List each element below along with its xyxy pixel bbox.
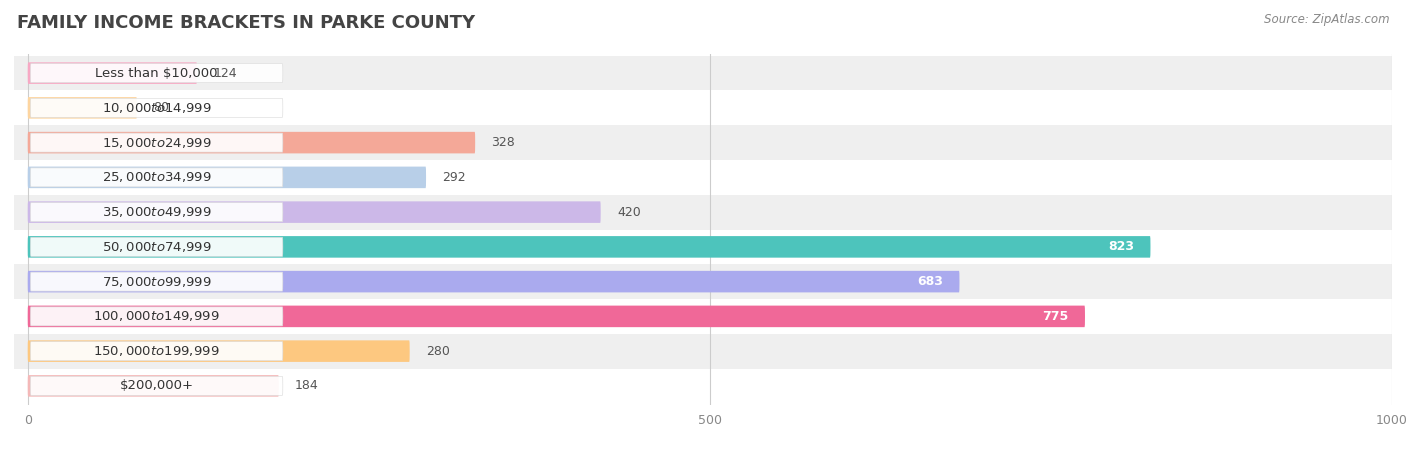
- FancyBboxPatch shape: [31, 99, 283, 117]
- Bar: [0, 230, 1392, 264]
- Text: 775: 775: [1042, 310, 1069, 323]
- Text: $200,000+: $200,000+: [120, 379, 194, 392]
- Text: 280: 280: [426, 345, 450, 358]
- FancyBboxPatch shape: [31, 272, 283, 291]
- Text: 184: 184: [295, 379, 319, 392]
- FancyBboxPatch shape: [28, 306, 1085, 327]
- FancyBboxPatch shape: [31, 238, 283, 256]
- FancyBboxPatch shape: [28, 97, 136, 119]
- Text: $10,000 to $14,999: $10,000 to $14,999: [101, 101, 211, 115]
- Bar: [0, 195, 1392, 230]
- Text: $25,000 to $34,999: $25,000 to $34,999: [101, 171, 211, 184]
- Bar: [0, 299, 1392, 334]
- Text: 683: 683: [917, 275, 943, 288]
- Bar: [0, 56, 1392, 90]
- Text: 124: 124: [214, 67, 236, 80]
- Text: $35,000 to $49,999: $35,000 to $49,999: [101, 205, 211, 219]
- FancyBboxPatch shape: [31, 342, 283, 360]
- Text: $15,000 to $24,999: $15,000 to $24,999: [101, 135, 211, 149]
- Text: Source: ZipAtlas.com: Source: ZipAtlas.com: [1264, 14, 1389, 27]
- Text: 292: 292: [443, 171, 465, 184]
- FancyBboxPatch shape: [28, 340, 409, 362]
- Bar: [0, 90, 1392, 125]
- Bar: [0, 125, 1392, 160]
- FancyBboxPatch shape: [31, 63, 283, 83]
- Bar: [0, 334, 1392, 369]
- Text: 823: 823: [1108, 240, 1135, 253]
- FancyBboxPatch shape: [28, 271, 959, 292]
- Text: Less than $10,000: Less than $10,000: [96, 67, 218, 80]
- FancyBboxPatch shape: [28, 132, 475, 153]
- FancyBboxPatch shape: [31, 202, 283, 221]
- FancyBboxPatch shape: [28, 201, 600, 223]
- Text: 328: 328: [492, 136, 515, 149]
- FancyBboxPatch shape: [31, 133, 283, 152]
- Text: $75,000 to $99,999: $75,000 to $99,999: [101, 274, 211, 288]
- Bar: [0, 160, 1392, 195]
- Text: 80: 80: [153, 101, 169, 114]
- Bar: [0, 369, 1392, 403]
- FancyBboxPatch shape: [28, 236, 1150, 258]
- FancyBboxPatch shape: [31, 376, 283, 396]
- Bar: [0, 264, 1392, 299]
- Text: $100,000 to $149,999: $100,000 to $149,999: [93, 310, 219, 324]
- Text: $150,000 to $199,999: $150,000 to $199,999: [93, 344, 219, 358]
- Text: $50,000 to $74,999: $50,000 to $74,999: [101, 240, 211, 254]
- Text: 420: 420: [617, 206, 641, 219]
- FancyBboxPatch shape: [28, 63, 197, 84]
- Text: FAMILY INCOME BRACKETS IN PARKE COUNTY: FAMILY INCOME BRACKETS IN PARKE COUNTY: [17, 14, 475, 32]
- FancyBboxPatch shape: [28, 166, 426, 188]
- FancyBboxPatch shape: [31, 307, 283, 326]
- FancyBboxPatch shape: [28, 375, 278, 396]
- FancyBboxPatch shape: [31, 168, 283, 187]
